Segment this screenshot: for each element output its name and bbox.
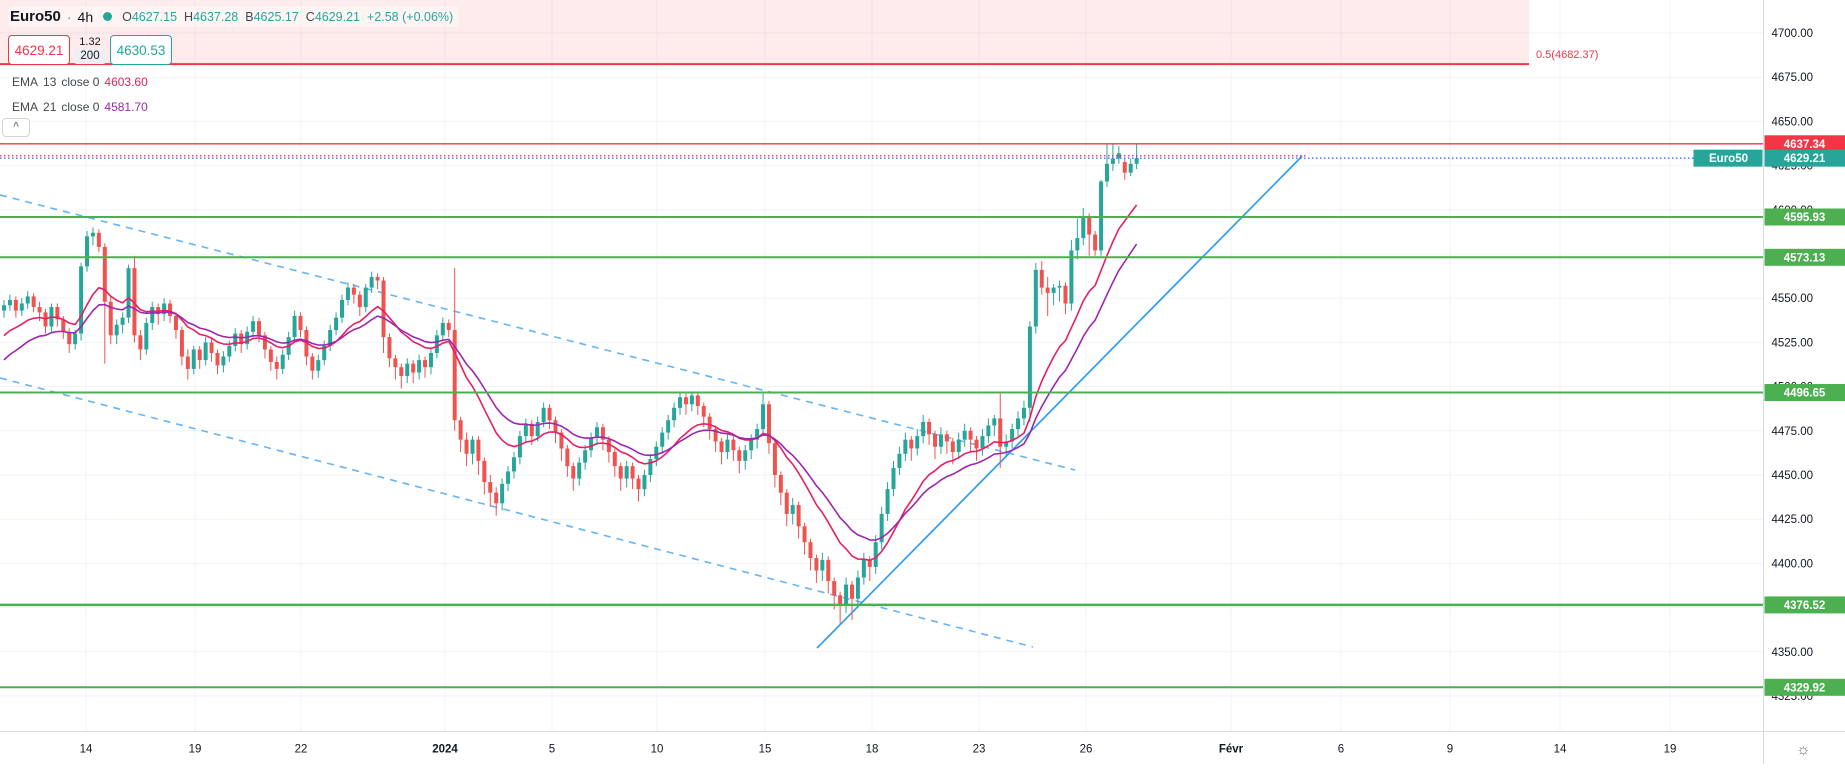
indicator-legend-ema21[interactable]: EMA 21 close 0 4581.70 — [8, 99, 152, 115]
symbol-legend-row[interactable]: Euro50 · 4h O4627.15 H4637.28 B4625.17 C… — [8, 6, 459, 27]
close-value: 4629.21 — [315, 10, 360, 24]
svg-text:4400.00: 4400.00 — [1772, 558, 1814, 570]
ohlc-values: O4627.15 H4637.28 B4625.17 C4629.21 +2.5… — [122, 10, 453, 24]
ema21-value: 4581.70 — [104, 100, 147, 114]
symbol-name[interactable]: Euro50 — [10, 8, 61, 25]
svg-text:15: 15 — [759, 744, 772, 756]
svg-text:4573.13: 4573.13 — [1784, 252, 1826, 264]
svg-text:Euro50: Euro50 — [1709, 153, 1748, 165]
svg-text:4350.00: 4350.00 — [1772, 647, 1814, 659]
svg-text:4425.00: 4425.00 — [1772, 514, 1814, 526]
svg-text:4496.65: 4496.65 — [1784, 388, 1826, 400]
svg-text:14: 14 — [1554, 744, 1567, 756]
change-value: +2.58 (+0.06%) — [367, 10, 453, 24]
svg-text:6: 6 — [1338, 744, 1344, 756]
buy-button[interactable]: 4630.53 — [110, 35, 172, 65]
svg-text:4376.52: 4376.52 — [1784, 600, 1826, 612]
spread-column: 1.32 200 — [70, 35, 110, 65]
svg-text:22: 22 — [295, 744, 308, 756]
svg-text:Févr: Févr — [1219, 744, 1244, 756]
collapse-legend-button[interactable]: ^ — [2, 118, 30, 137]
channel-dashed-trendline — [0, 378, 1033, 647]
price-levels — [0, 144, 1764, 688]
svg-text:5: 5 — [549, 744, 555, 756]
svg-text:4675.00: 4675.00 — [1772, 72, 1814, 84]
indicator-legend-ema13[interactable]: EMA 13 close 0 4603.60 — [8, 74, 152, 90]
svg-text:4450.00: 4450.00 — [1772, 470, 1814, 482]
separator: · — [67, 9, 72, 25]
svg-text:9: 9 — [1447, 744, 1453, 756]
svg-text:19: 19 — [1664, 744, 1677, 756]
svg-text:18: 18 — [866, 744, 879, 756]
svg-text:26: 26 — [1080, 744, 1093, 756]
svg-text:4550.00: 4550.00 — [1772, 293, 1814, 305]
svg-text:4700.00: 4700.00 — [1772, 28, 1814, 40]
high-value: 4637.28 — [193, 10, 238, 24]
open-value: 4627.15 — [132, 10, 177, 24]
svg-text:4629.21: 4629.21 — [1784, 153, 1826, 165]
svg-text:4595.93: 4595.93 — [1784, 212, 1826, 224]
svg-text:4637.34: 4637.34 — [1784, 139, 1826, 151]
time-axis[interactable] — [0, 732, 1845, 765]
market-status-dot-icon[interactable] — [103, 12, 112, 21]
quantity-field[interactable]: 200 — [74, 49, 105, 64]
spread-value: 1.32 — [79, 36, 100, 48]
svg-text:14: 14 — [80, 744, 93, 756]
chart-legend: Euro50 · 4h O4627.15 H4637.28 B4625.17 C… — [8, 6, 459, 115]
svg-text:10: 10 — [651, 744, 664, 756]
ema13-value: 4603.60 — [104, 75, 147, 89]
interval-label[interactable]: 4h — [78, 9, 94, 25]
low-value: 4625.17 — [254, 10, 299, 24]
candles-layer — [2, 144, 1139, 624]
svg-text:4525.00: 4525.00 — [1772, 337, 1814, 349]
bid-ask-panel: 4629.21 1.32 200 4630.53 — [8, 35, 172, 65]
svg-text:4329.92: 4329.92 — [1784, 682, 1826, 694]
fib-level-label: 0.5(4682.37) — [1536, 49, 1598, 61]
svg-text:23: 23 — [973, 744, 986, 756]
svg-text:4650.00: 4650.00 — [1772, 116, 1814, 128]
svg-text:4475.00: 4475.00 — [1772, 426, 1814, 438]
ascending-trendline — [817, 156, 1302, 648]
sell-button[interactable]: 4629.21 — [8, 35, 70, 65]
svg-text:2024: 2024 — [432, 744, 458, 756]
svg-text:19: 19 — [189, 744, 202, 756]
settings-gear-icon[interactable]: ☼ — [1796, 742, 1811, 759]
chevron-up-icon: ^ — [13, 121, 19, 132]
